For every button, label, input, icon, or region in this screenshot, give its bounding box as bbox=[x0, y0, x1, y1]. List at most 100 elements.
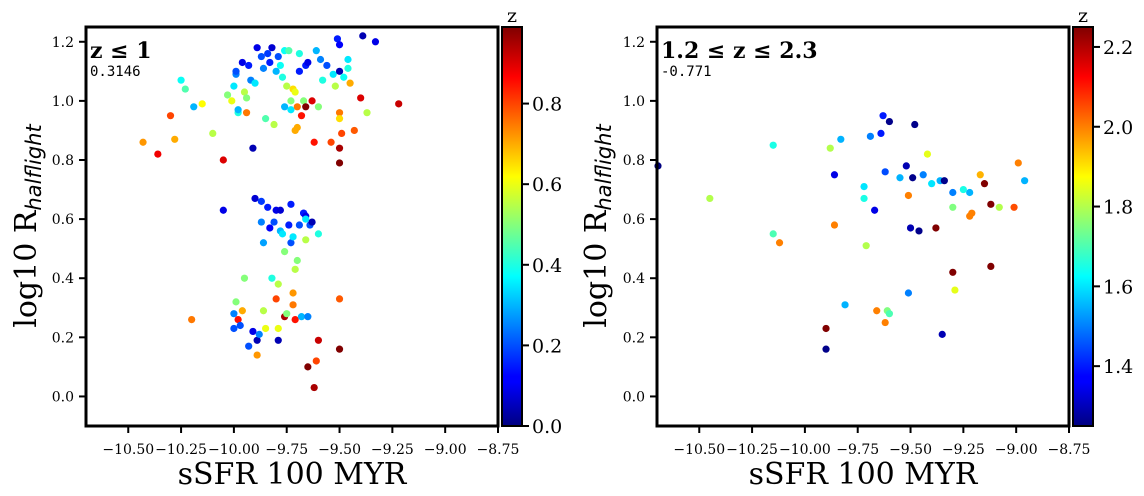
data-point bbox=[154, 150, 162, 158]
data-point bbox=[283, 82, 291, 90]
data-point bbox=[219, 206, 227, 214]
data-point bbox=[314, 336, 323, 344]
x-ticks: −10.50 −10.25 −10.00 −9.75 −9.50 −9.25 −9.00 −8… bbox=[102, 426, 519, 458]
x-tick-label: −10.25 bbox=[726, 442, 778, 458]
colorbar-tick-label: 0.8 bbox=[532, 94, 562, 116]
data-point bbox=[335, 67, 344, 75]
data-point bbox=[312, 357, 320, 365]
data-point bbox=[949, 203, 957, 211]
x-tick-label: −8.75 bbox=[477, 442, 520, 458]
x-tick-label: −9.00 bbox=[995, 442, 1038, 458]
data-point bbox=[302, 103, 310, 111]
data-point bbox=[291, 88, 299, 96]
data-point bbox=[287, 200, 295, 208]
data-point bbox=[909, 174, 917, 182]
data-point bbox=[314, 230, 323, 238]
data-point bbox=[338, 129, 346, 137]
data-point bbox=[240, 274, 249, 282]
data-point bbox=[270, 218, 278, 226]
data-point bbox=[371, 38, 380, 46]
data-point bbox=[959, 185, 967, 194]
data-point bbox=[276, 206, 284, 214]
data-point bbox=[295, 221, 303, 229]
data-point bbox=[308, 97, 316, 105]
data-point bbox=[255, 330, 263, 338]
data-point bbox=[268, 44, 276, 52]
data-point bbox=[1014, 159, 1022, 167]
data-point bbox=[340, 73, 348, 81]
correlation-annotation: -0.771 bbox=[661, 64, 712, 80]
data-point bbox=[293, 256, 301, 265]
data-point bbox=[329, 70, 337, 78]
data-point bbox=[285, 47, 293, 55]
data-point bbox=[987, 262, 995, 270]
panel-title: z ≤ 1 bbox=[90, 38, 152, 64]
data-point bbox=[1010, 203, 1018, 211]
data-point bbox=[291, 316, 299, 324]
data-point bbox=[928, 180, 936, 188]
colorbar bbox=[1073, 27, 1093, 426]
data-point bbox=[881, 168, 889, 176]
data-point bbox=[230, 82, 238, 90]
data-point bbox=[249, 144, 257, 152]
x-tick-label: −9.00 bbox=[424, 442, 467, 458]
data-point bbox=[232, 67, 240, 75]
colorbar-tick-label: 0.6 bbox=[532, 174, 562, 196]
data-point bbox=[266, 58, 274, 67]
data-point bbox=[242, 109, 251, 117]
colorbar-tick-label: 0.0 bbox=[532, 416, 562, 438]
colorbar-tick-label: 2.2 bbox=[1103, 37, 1133, 59]
colorbar-tick-label: 1.4 bbox=[1103, 356, 1133, 378]
data-point bbox=[177, 76, 185, 84]
data-point bbox=[769, 230, 777, 238]
data-point bbox=[257, 218, 265, 226]
data-point bbox=[359, 32, 367, 40]
x-tick-label: −10.50 bbox=[102, 442, 154, 458]
data-point bbox=[270, 120, 278, 129]
data-point bbox=[310, 138, 318, 146]
plot-frame bbox=[655, 25, 1071, 428]
data-point bbox=[319, 76, 327, 84]
data-point bbox=[837, 135, 845, 143]
data-point bbox=[335, 109, 344, 117]
data-point bbox=[188, 316, 196, 324]
data-point bbox=[238, 58, 246, 67]
x-tick-label: −9.25 bbox=[942, 442, 985, 458]
data-point bbox=[987, 200, 995, 208]
data-point bbox=[297, 112, 306, 120]
data-point bbox=[181, 85, 189, 93]
correlation-annotation: 0.3146 bbox=[90, 64, 141, 80]
data-point bbox=[949, 188, 957, 197]
data-point bbox=[259, 307, 268, 315]
y-tick-label: 0.4 bbox=[623, 271, 645, 287]
y-axis-label-subscript: halflight bbox=[592, 124, 616, 211]
data-point bbox=[287, 97, 295, 105]
data-point bbox=[902, 162, 910, 170]
data-point bbox=[245, 61, 253, 70]
data-point bbox=[308, 218, 316, 226]
data-point bbox=[335, 159, 344, 167]
data-point bbox=[266, 224, 274, 232]
data-point bbox=[706, 194, 714, 203]
data-point bbox=[896, 174, 904, 182]
data-point bbox=[238, 307, 246, 315]
x-tick-label: −9.75 bbox=[836, 442, 879, 458]
x-tick-label: −10.00 bbox=[208, 442, 260, 458]
x-tick-label: −9.75 bbox=[265, 442, 308, 458]
data-point bbox=[228, 97, 236, 105]
data-point bbox=[873, 307, 881, 315]
data-point bbox=[976, 171, 984, 179]
x-ticks: −10.50 −10.25 −10.00 −9.75 −9.50 −9.25 −9.00 −8… bbox=[673, 426, 1090, 458]
colorbar bbox=[502, 27, 522, 426]
data-point bbox=[293, 123, 301, 132]
data-point bbox=[232, 298, 240, 306]
data-point bbox=[223, 91, 232, 99]
y-tick-label: 0.0 bbox=[623, 389, 645, 405]
colorbar-tick-label: 2.0 bbox=[1103, 117, 1133, 139]
y-tick-label: 0.6 bbox=[52, 212, 74, 228]
y-tick-label: 0.8 bbox=[623, 153, 645, 169]
data-point bbox=[335, 295, 344, 303]
data-point bbox=[1021, 177, 1029, 185]
data-point bbox=[862, 242, 870, 250]
data-point bbox=[344, 55, 352, 64]
